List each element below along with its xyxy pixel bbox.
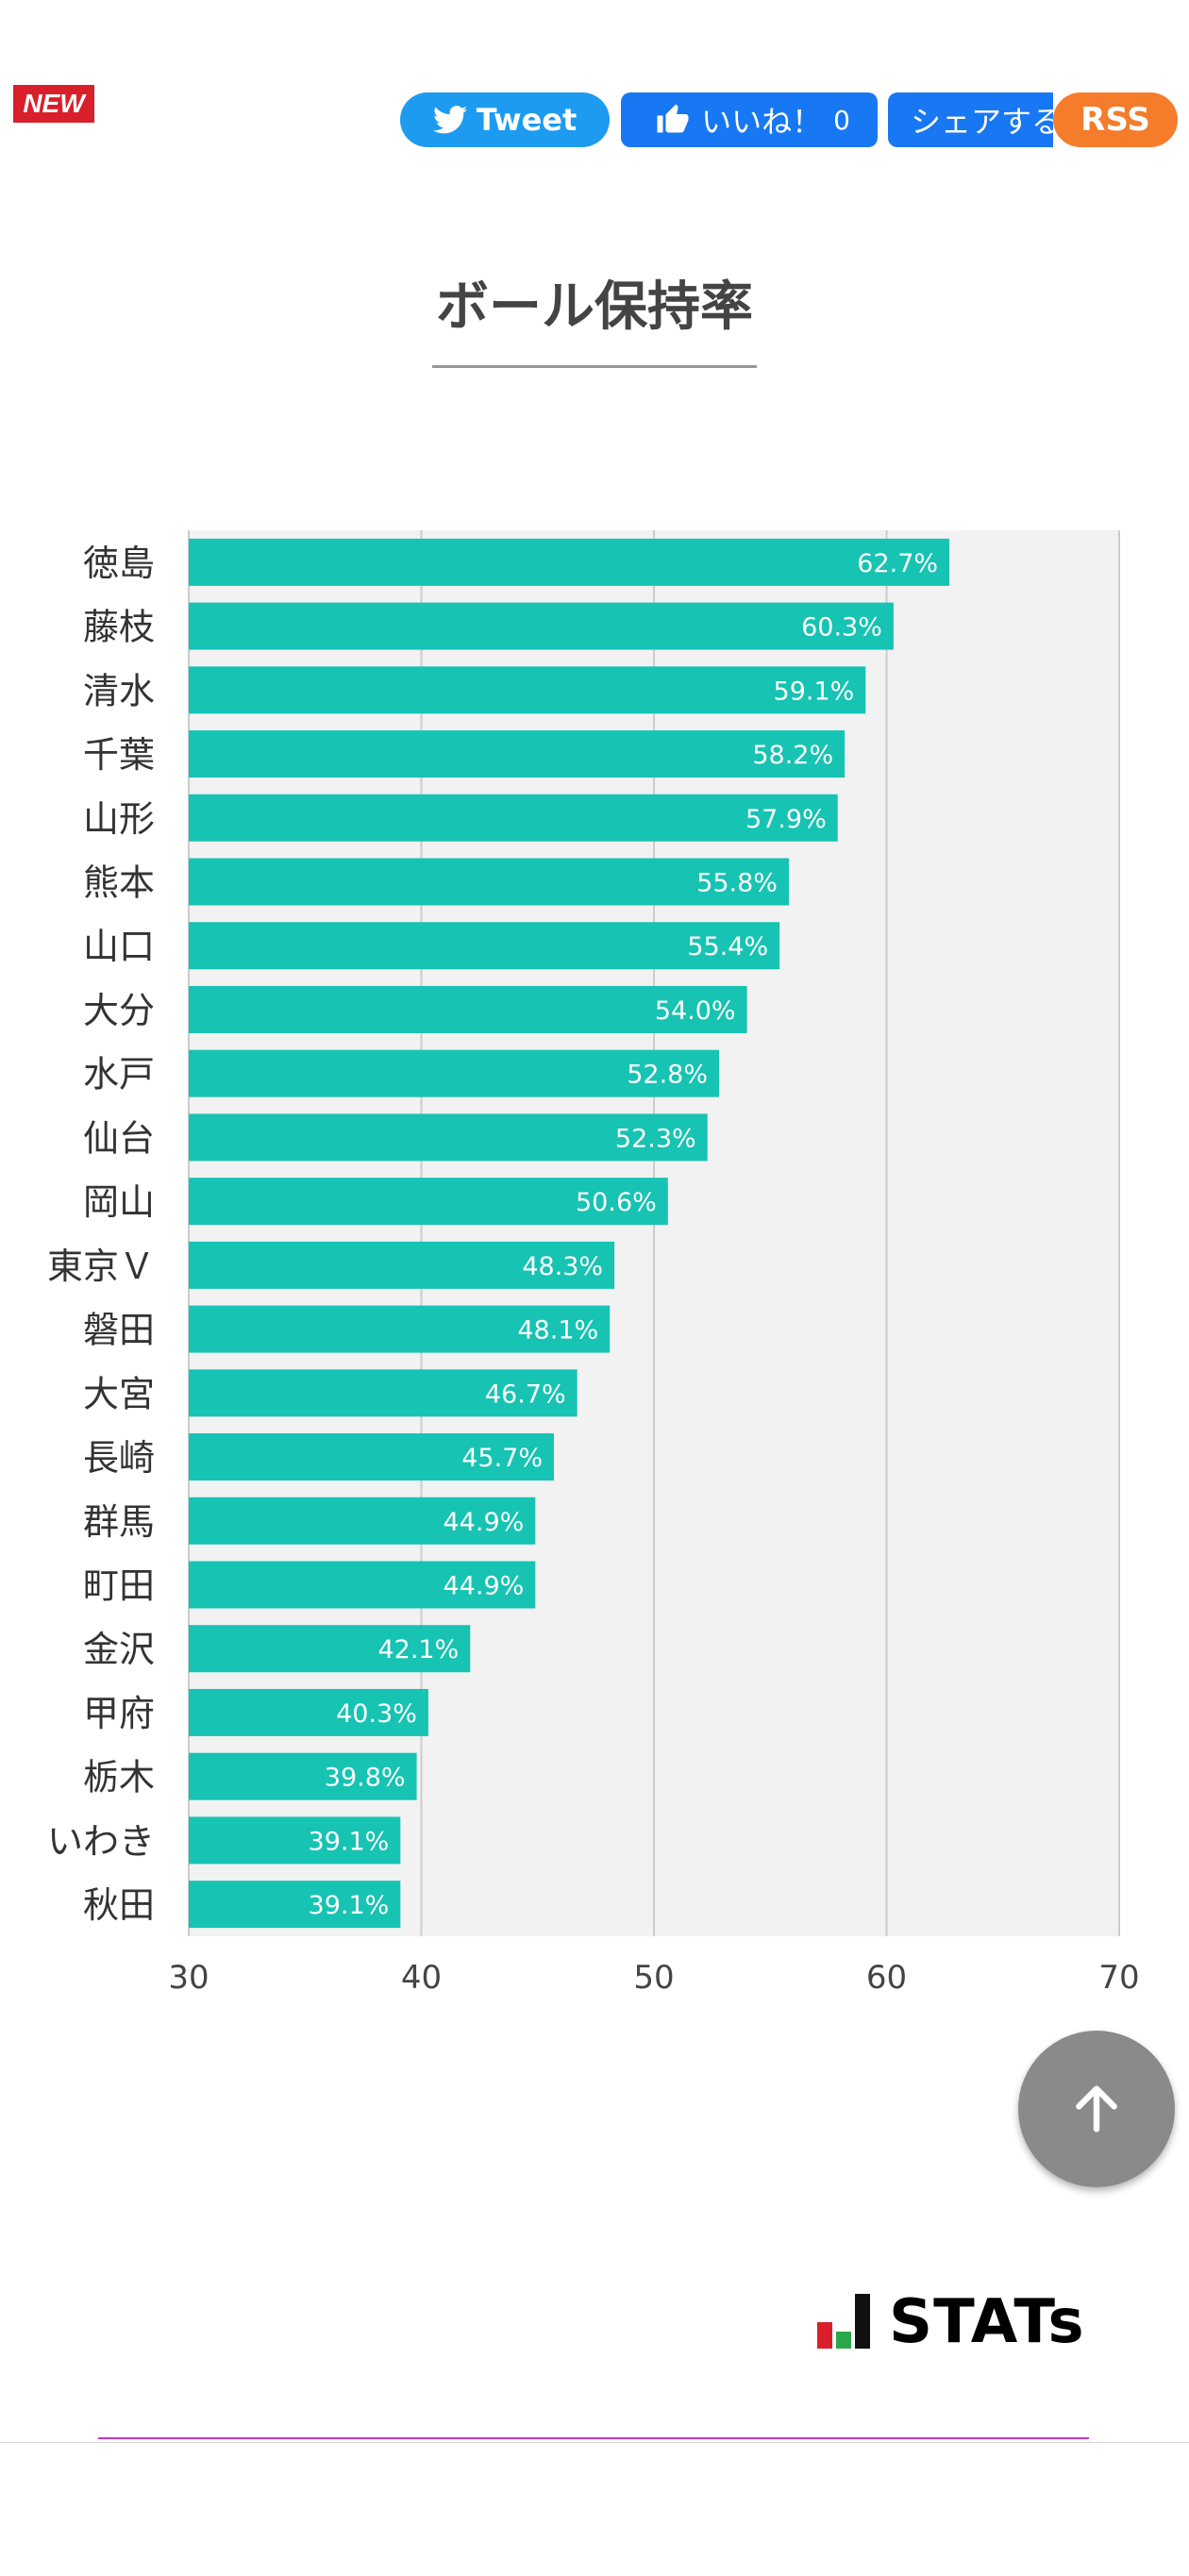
bar-value-label: 42.1% bbox=[377, 1635, 459, 1664]
page-title: ボール保持率 bbox=[432, 264, 757, 368]
twitter-bird-icon bbox=[432, 106, 467, 134]
bar bbox=[189, 538, 950, 586]
arrow-up-icon bbox=[1076, 2085, 1117, 2133]
category-label: 千葉 bbox=[83, 734, 155, 776]
bar-value-label: 44.9% bbox=[444, 1508, 525, 1537]
tweet-button[interactable]: Tweet bbox=[400, 92, 610, 147]
facebook-like-button[interactable]: いいね！ 0 bbox=[621, 92, 878, 147]
tweet-label: Tweet bbox=[476, 102, 578, 138]
category-label: 水戸 bbox=[83, 1054, 155, 1096]
like-label: いいね！ bbox=[701, 104, 823, 140]
x-tick-label: 50 bbox=[633, 1959, 674, 1997]
category-label: 藤枝 bbox=[83, 607, 155, 648]
bar-value-label: 57.9% bbox=[745, 805, 827, 834]
bar bbox=[189, 985, 747, 1033]
bar bbox=[189, 1881, 401, 1929]
bar-value-label: 39.1% bbox=[309, 1827, 390, 1856]
footer-divider bbox=[0, 2442, 1189, 2443]
x-tick-label: 30 bbox=[168, 1959, 209, 1997]
bar bbox=[189, 858, 789, 906]
category-label: 甲府 bbox=[83, 1693, 155, 1734]
stats-logo: STATs bbox=[817, 2287, 1085, 2357]
bar bbox=[189, 1178, 668, 1226]
bar bbox=[189, 1752, 417, 1800]
category-label: 町田 bbox=[83, 1565, 155, 1607]
category-label: 山口 bbox=[83, 926, 155, 967]
like-count: 0 bbox=[833, 104, 850, 136]
bar-value-label: 58.2% bbox=[752, 741, 833, 770]
bar bbox=[189, 1113, 708, 1162]
facebook-share-button[interactable]: シェアする bbox=[888, 92, 1053, 147]
category-label: 大宮 bbox=[83, 1373, 155, 1414]
bar-value-label: 39.1% bbox=[309, 1891, 390, 1920]
bar-value-label: 40.3% bbox=[336, 1699, 417, 1729]
bar-value-label: 60.3% bbox=[801, 613, 882, 643]
bar bbox=[189, 1305, 611, 1353]
bar-value-label: 52.3% bbox=[615, 1124, 696, 1153]
bar bbox=[189, 794, 838, 842]
category-label: 熊本 bbox=[83, 862, 155, 904]
rss-label: RSS bbox=[1080, 101, 1150, 139]
bar bbox=[189, 1433, 555, 1481]
bar bbox=[189, 1369, 578, 1417]
bar-value-label: 46.7% bbox=[485, 1380, 566, 1409]
category-label: 秋田 bbox=[83, 1884, 155, 1926]
category-label: 金沢 bbox=[83, 1629, 155, 1670]
bar-value-label: 48.1% bbox=[517, 1316, 598, 1346]
bar bbox=[189, 666, 866, 714]
bar bbox=[189, 1688, 428, 1736]
bar-value-label: 59.1% bbox=[774, 677, 855, 706]
bar bbox=[189, 1816, 401, 1865]
bar bbox=[189, 1049, 720, 1097]
x-tick-label: 60 bbox=[866, 1959, 907, 1997]
bar-value-label: 45.7% bbox=[461, 1444, 543, 1473]
category-label: 清水 bbox=[83, 670, 155, 711]
x-tick-label: 40 bbox=[401, 1959, 442, 1997]
bar bbox=[189, 1561, 536, 1609]
thumbs-up-icon bbox=[657, 104, 689, 133]
bar-value-label: 39.8% bbox=[325, 1764, 406, 1793]
new-badge: NEW bbox=[13, 85, 94, 123]
rss-button[interactable]: RSS bbox=[1053, 92, 1178, 147]
category-label: 岡山 bbox=[83, 1181, 155, 1223]
bar bbox=[189, 1241, 615, 1289]
category-label: 仙台 bbox=[83, 1117, 155, 1159]
scroll-to-top-button[interactable] bbox=[1018, 2031, 1175, 2187]
bar-value-label: 55.8% bbox=[696, 869, 778, 898]
bar-value-label: 52.8% bbox=[627, 1061, 708, 1090]
bar-value-label: 44.9% bbox=[444, 1572, 525, 1601]
bar-value-label: 48.3% bbox=[522, 1252, 603, 1281]
bar bbox=[189, 1625, 471, 1673]
bar bbox=[189, 730, 846, 778]
category-label: 長崎 bbox=[83, 1437, 155, 1479]
category-label: 徳島 bbox=[83, 543, 155, 584]
category-label: 山形 bbox=[83, 798, 155, 840]
category-label: 大分 bbox=[83, 990, 155, 1031]
category-label: 栃木 bbox=[83, 1757, 155, 1798]
bar bbox=[189, 922, 780, 970]
possession-bar-chart: 30 40 50 60 70 62.7% 徳島 60.3% 藤枝 59.1% 清水 58.2% 千葉 57… bbox=[47, 530, 1140, 1997]
bar-value-label: 62.7% bbox=[857, 549, 938, 578]
stats-logo-text: STATs bbox=[889, 2287, 1085, 2357]
bar-value-label: 55.4% bbox=[687, 932, 768, 962]
divider-line bbox=[98, 2437, 1089, 2439]
category-label: 群馬 bbox=[83, 1501, 155, 1543]
bar bbox=[189, 1497, 536, 1545]
stats-logo-icon bbox=[817, 2294, 870, 2349]
category-label: 東京Ｖ bbox=[47, 1246, 155, 1287]
bar-value-label: 50.6% bbox=[576, 1188, 657, 1217]
share-label: シェアする bbox=[911, 104, 1053, 140]
bar-value-label: 54.0% bbox=[655, 996, 736, 1026]
bar bbox=[189, 602, 894, 650]
category-label: いわき bbox=[47, 1820, 155, 1862]
x-tick-label: 70 bbox=[1098, 1959, 1139, 1997]
category-label: 磐田 bbox=[83, 1310, 155, 1351]
